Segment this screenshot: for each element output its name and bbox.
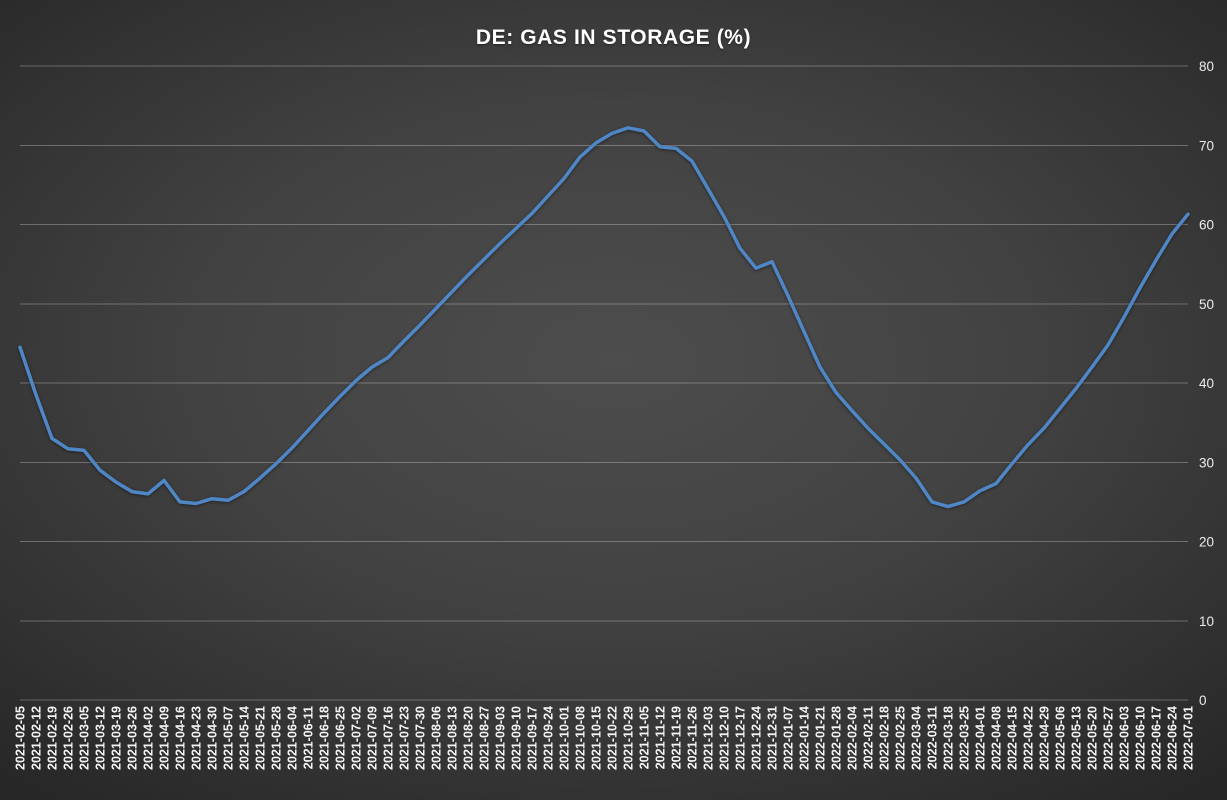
x-axis-tick-label: 2022-05-13 (1070, 706, 1084, 770)
x-axis-tick-label: 2022-01-14 (798, 706, 812, 770)
x-axis-tick-label: 2021-12-03 (702, 706, 716, 770)
x-axis-tick-label: 2022-02-25 (894, 706, 908, 770)
x-axis-tick-label: 2021-02-05 (14, 706, 28, 770)
x-axis-tick-label: 2022-06-24 (1166, 706, 1180, 770)
x-axis-tick-label: 2022-01-07 (782, 706, 796, 770)
x-axis-tick-label: 2021-05-07 (222, 706, 236, 770)
x-axis-tick-label: 2022-01-28 (830, 706, 844, 770)
x-axis-tick-label: 2021-02-26 (62, 706, 76, 770)
x-axis-tick-label: 2022-01-21 (814, 706, 828, 770)
x-axis-tick-label: 2022-03-04 (910, 706, 924, 770)
x-axis-tick-label: 2021-07-09 (366, 706, 380, 770)
x-axis-tick-label: 2022-04-01 (974, 706, 988, 770)
x-axis-tick-label: 2022-05-20 (1086, 706, 1100, 770)
y-axis-tick-label: 70 (1199, 138, 1214, 153)
x-axis-tick-label: 2021-04-23 (190, 706, 204, 770)
x-axis-tick-label: 2021-12-17 (734, 706, 748, 770)
y-axis-tick-label: 80 (1199, 59, 1214, 74)
x-axis-tick-label: 2021-07-23 (398, 706, 412, 770)
x-axis-tick-label: 2022-04-22 (1022, 706, 1036, 770)
x-axis-tick-label: 2021-06-18 (318, 706, 332, 770)
chart-title: DE: GAS IN STORAGE (%) (475, 26, 752, 49)
x-axis-tick-label: 2021-06-25 (334, 706, 348, 770)
x-axis-tick-label: 2021-11-12 (654, 706, 668, 769)
y-axis-tick-label: 60 (1199, 218, 1214, 233)
x-axis-tick-label: 2021-10-08 (574, 706, 588, 770)
x-axis-tick-label: 2022-05-06 (1054, 706, 1068, 770)
x-axis-tick-label: 2021-02-19 (46, 706, 60, 770)
x-axis-tick-label: 2021-03-05 (78, 706, 92, 770)
x-axis-tick-label: 2021-06-11 (302, 706, 316, 769)
x-axis-tick-label: 2021-04-16 (174, 706, 188, 770)
x-axis-tick-label: 2022-04-08 (990, 706, 1004, 770)
x-axis-tick-label: 2021-05-28 (270, 706, 284, 770)
x-axis-tick-label: 2021-10-01 (558, 706, 572, 770)
x-axis-tick-label: 2021-09-17 (526, 706, 540, 770)
x-axis-tick-label: 2021-10-29 (622, 706, 636, 770)
x-axis-tick-label: 2022-03-25 (958, 706, 972, 770)
x-axis-tick-label: 2021-03-26 (126, 706, 140, 770)
x-axis-tick-label: 2021-09-24 (542, 706, 556, 770)
x-axis-tick-label: 2021-08-06 (430, 706, 444, 770)
x-axis-tick-label: 2021-08-13 (446, 706, 460, 770)
x-axis-tick-label: 2022-07-01 (1182, 706, 1196, 770)
x-axis-tick-label: 2022-06-17 (1150, 706, 1164, 770)
x-axis-tick-label: 2022-03-11 (926, 706, 940, 769)
y-axis-tick-label: 50 (1199, 297, 1214, 312)
x-axis-tick-label: 2021-07-30 (414, 706, 428, 770)
x-axis-tick-label: 2021-04-30 (206, 706, 220, 770)
x-axis-tick-label: 2021-07-16 (382, 706, 396, 770)
x-axis-tick-label: 2021-05-14 (238, 706, 252, 770)
x-axis-tick-label: 2022-06-03 (1118, 706, 1132, 770)
x-axis-tick-label: 2022-02-04 (846, 706, 860, 770)
x-axis-tick-label: 2021-08-20 (462, 706, 476, 770)
x-axis-tick-label: 2021-12-24 (750, 706, 764, 770)
gas-storage-series-line (18, 126, 1190, 509)
y-axis-tick-label: 30 (1199, 455, 1214, 470)
x-axis-tick-label: 2022-02-11 (862, 706, 876, 769)
x-axis-tick-label: 2021-11-19 (670, 706, 684, 769)
x-axis-tick-label: 2021-11-05 (638, 706, 652, 769)
x-axis-tick-label: 2021-10-22 (606, 706, 620, 770)
x-axis-tick-label: 2021-12-31 (766, 706, 780, 770)
x-axis-tick-label: 2021-03-12 (94, 706, 108, 770)
x-axis-tick-label: 2022-04-15 (1006, 706, 1020, 770)
x-axis-tick-label: 2021-07-02 (350, 706, 364, 770)
x-axis-tick-label: 2022-05-27 (1102, 706, 1116, 770)
x-axis-tick-label: 2022-03-18 (942, 706, 956, 770)
x-axis-tick-label: 2022-04-29 (1038, 706, 1052, 770)
x-axis-tick-label: 2021-05-21 (254, 706, 268, 770)
y-axis-tick-label: 40 (1199, 376, 1214, 391)
x-axis-tick-label: 2021-12-10 (718, 706, 732, 770)
x-axis-tick-label: 2021-03-19 (110, 706, 124, 770)
x-axis-tick-label: 2021-09-03 (494, 706, 508, 770)
x-axis-tick-label: 2021-04-09 (158, 706, 172, 770)
y-axis-tick-label: 0 (1199, 693, 1207, 708)
x-axis-tick-label: 2021-04-02 (142, 706, 156, 770)
x-axis-tick-label: 2021-08-27 (478, 706, 492, 770)
x-axis-tick-label: 2021-10-15 (590, 706, 604, 770)
x-axis-tick-label: 2021-11-26 (686, 706, 700, 769)
x-axis-tick-label: 2022-02-18 (878, 706, 892, 770)
x-axis-tick-label: 2021-06-04 (286, 706, 300, 770)
y-axis-tick-label: 20 (1199, 535, 1214, 550)
y-axis-tick-label: 10 (1199, 614, 1214, 629)
x-axis-tick-label: 2022-06-10 (1134, 706, 1148, 770)
x-axis-tick-label: 2021-09-10 (510, 706, 524, 770)
x-axis-tick-label: 2021-02-12 (30, 706, 44, 770)
